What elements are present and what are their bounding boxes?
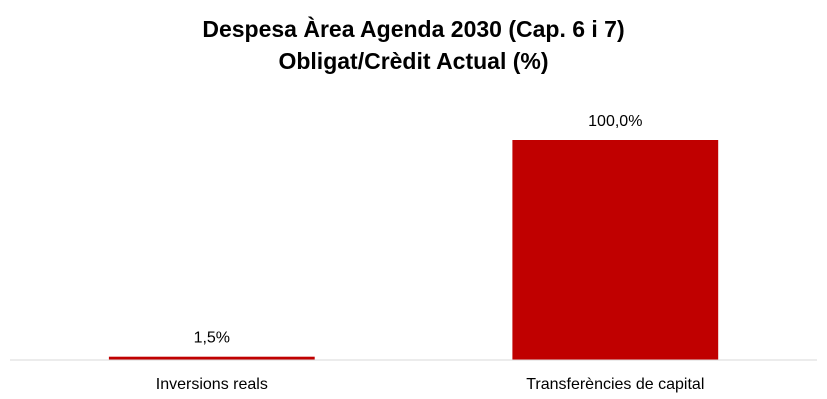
- x-tick-label: Transferències de capital: [526, 376, 704, 393]
- bar: [512, 140, 719, 360]
- bars-layer: [108, 140, 719, 360]
- bar: [108, 356, 315, 360]
- data-label: 1,5%: [194, 330, 230, 347]
- labels-layer: 1,5% Inversions reals 100,0% Transferències…: [156, 113, 705, 393]
- chart-subtitle: Obligat/Crèdit Actual (%): [278, 48, 548, 74]
- chart-title: Despesa Àrea Agenda 2030 (Cap. 6 i 7): [202, 15, 624, 42]
- data-label: 100,0%: [588, 113, 642, 130]
- x-tick-label: Inversions reals: [156, 376, 268, 393]
